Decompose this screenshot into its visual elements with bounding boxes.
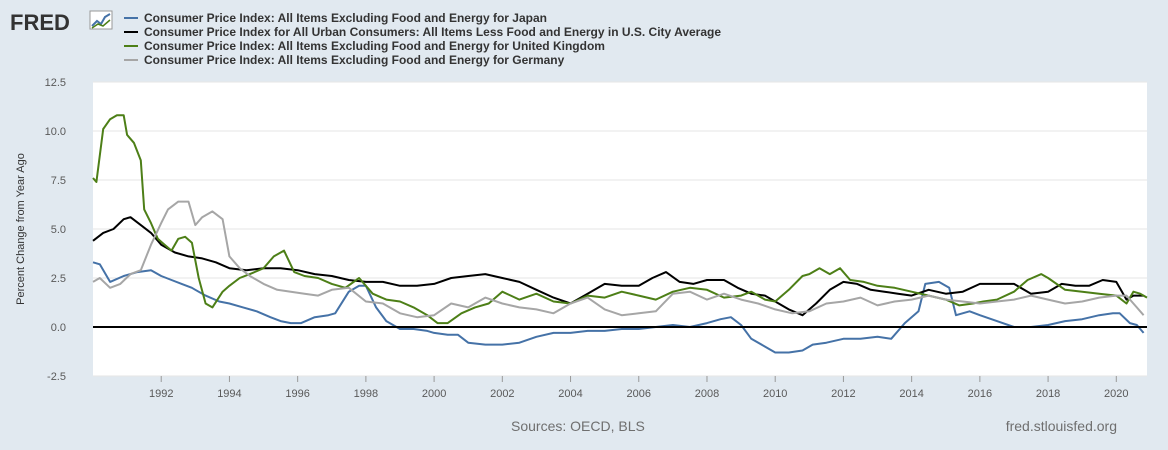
- legend-item[interactable]: Consumer Price Index: All Items Excludin…: [124, 39, 605, 53]
- x-tick-label: 2008: [695, 388, 719, 400]
- series-line[interactable]: [92, 200, 1145, 319]
- site-link[interactable]: fred.stlouisfed.org: [1006, 418, 1117, 434]
- legend-label: Consumer Price Index for All Urban Consu…: [144, 25, 721, 39]
- x-tick-label: 2006: [627, 388, 651, 400]
- y-tick-label: 2.5: [51, 273, 66, 285]
- logo-graph-icon: [89, 10, 113, 30]
- x-tick-label: 2000: [422, 388, 446, 400]
- legend-item[interactable]: Consumer Price Index: All Items Excludin…: [124, 53, 565, 67]
- legend-item[interactable]: Consumer Price Index for All Urban Consu…: [124, 25, 721, 39]
- x-tick-label: 1998: [354, 388, 378, 400]
- y-tick-label: 10.0: [45, 126, 66, 138]
- legend: Consumer Price Index: All Items Excludin…: [124, 11, 721, 67]
- y-tick-label: -2.5: [47, 371, 66, 383]
- x-tick-label: 1992: [149, 388, 173, 400]
- y-tick-label: 5.0: [51, 224, 66, 236]
- y-tick-label: 7.5: [51, 175, 66, 187]
- y-axis-title: Percent Change from Year Ago: [15, 153, 27, 305]
- legend-label: Consumer Price Index: All Items Excludin…: [144, 11, 547, 25]
- logo-text: FRED: [10, 10, 70, 35]
- x-tick-label: 1996: [285, 388, 309, 400]
- x-tick-label: 2016: [968, 388, 992, 400]
- sources-text: Sources: OECD, BLS: [511, 418, 645, 434]
- x-axis-ticks: 1992 1994 1996 1998 2000 2002 2004 2006 2008 2010…: [149, 376, 1129, 400]
- legend-label: Consumer Price Index: All Items Excludin…: [144, 53, 565, 67]
- y-tick-label: 0.0: [51, 322, 66, 334]
- x-tick-label: 2014: [899, 388, 923, 400]
- fred-logo[interactable]: FRED: [10, 10, 113, 35]
- y-axis-ticks: 12.5 10.0 7.5 5.0 2.5 0.0 -2.5: [45, 77, 66, 383]
- x-tick-label: 2020: [1104, 388, 1128, 400]
- legend-item[interactable]: Consumer Price Index: All Items Excludin…: [124, 11, 547, 25]
- series-line[interactable]: [92, 261, 1145, 354]
- y-tick-label: 12.5: [45, 77, 66, 89]
- x-tick-label: 2004: [558, 388, 582, 400]
- series-layer: [92, 114, 1148, 354]
- x-tick-label: 1994: [217, 388, 241, 400]
- x-tick-label: 2010: [763, 388, 787, 400]
- series-line[interactable]: [92, 114, 1148, 325]
- x-tick-label: 2018: [1036, 388, 1060, 400]
- series-line[interactable]: [92, 216, 1144, 317]
- x-tick-label: 2002: [490, 388, 514, 400]
- grid-lines: [93, 81, 1147, 377]
- legend-label: Consumer Price Index: All Items Excludin…: [144, 39, 605, 53]
- x-tick-label: 2012: [831, 388, 855, 400]
